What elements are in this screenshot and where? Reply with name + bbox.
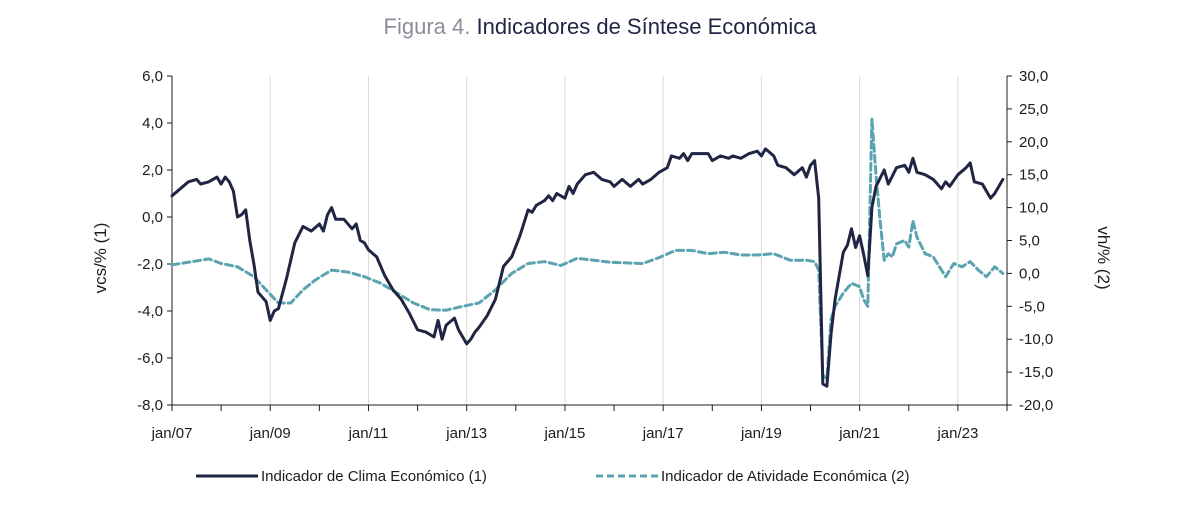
y-right-tick-label: 30,0 bbox=[1019, 68, 1048, 85]
figure-number: Figura 4. bbox=[383, 14, 471, 39]
y-right-tick-label: -5,0 bbox=[1019, 298, 1045, 315]
series-lines bbox=[170, 117, 1005, 388]
y-left-tick-label: 2,0 bbox=[142, 162, 163, 179]
x-tick-label: jan/13 bbox=[445, 425, 487, 442]
y-right-tick-label: 15,0 bbox=[1019, 167, 1048, 184]
x-tick-label: jan/17 bbox=[642, 425, 684, 442]
y-left-tick-label: 0,0 bbox=[142, 209, 163, 226]
y-left-tick-label: -2,0 bbox=[137, 256, 163, 273]
figure-title: Indicadores de Síntese Económica bbox=[476, 14, 817, 39]
x-tick-label: jan/19 bbox=[740, 425, 782, 442]
series-line-atividade bbox=[170, 117, 1005, 381]
y-right-tick-label: 25,0 bbox=[1019, 101, 1048, 118]
legend: Indicador de Clima Económico (1) Indicad… bbox=[196, 468, 909, 485]
x-tick-label: jan/15 bbox=[544, 425, 586, 442]
x-tick-label: jan/07 bbox=[151, 425, 193, 442]
y-right-tick-label: 10,0 bbox=[1019, 200, 1048, 217]
chart-title: Figura 4. Indicadores de Síntese Económi… bbox=[0, 14, 1200, 40]
y-left-tick-label: -6,0 bbox=[137, 350, 163, 367]
x-tick-label: jan/11 bbox=[348, 425, 389, 442]
y-left-tick-label: 6,0 bbox=[142, 68, 163, 85]
y-left-tick-label: -4,0 bbox=[137, 303, 163, 320]
legend-label-clima: Indicador de Clima Económico (1) bbox=[261, 468, 487, 485]
x-tick-label: jan/23 bbox=[936, 425, 978, 442]
x-tick-label: jan/21 bbox=[838, 425, 880, 442]
legend-label-atividade: Indicador de Atividade Económica (2) bbox=[661, 468, 909, 485]
y-axis-left-title: vcs/% (1) bbox=[91, 223, 110, 294]
y-right-tick-label: 5,0 bbox=[1019, 233, 1040, 250]
right-axis-ticks: 30,0 25,0 20,0 15,0 10,0 5,0 0,0 -5,0 -10,0 -15,0… bbox=[1007, 68, 1053, 414]
y-right-tick-label: -10,0 bbox=[1019, 331, 1053, 348]
left-axis-ticks: 6,0 4,0 2,0 0,0 -2,0 -4,0 -6,0 -8,0 bbox=[137, 68, 172, 414]
y-axis-right-title: vh/% (2) bbox=[1094, 226, 1113, 289]
y-left-tick-label: -8,0 bbox=[137, 397, 163, 414]
y-right-tick-label: 20,0 bbox=[1019, 134, 1048, 151]
y-right-tick-label: -20,0 bbox=[1019, 397, 1053, 414]
y-left-tick-label: 4,0 bbox=[142, 115, 163, 132]
y-right-tick-label: 0,0 bbox=[1019, 265, 1040, 282]
series-line-clima bbox=[170, 147, 1005, 388]
y-right-tick-label: -15,0 bbox=[1019, 364, 1053, 381]
x-tick-label: jan/09 bbox=[249, 425, 291, 442]
x-axis-ticks: jan/07 jan/09 jan/11 jan/13 jan/15 jan/17 jan/… bbox=[151, 405, 1008, 442]
